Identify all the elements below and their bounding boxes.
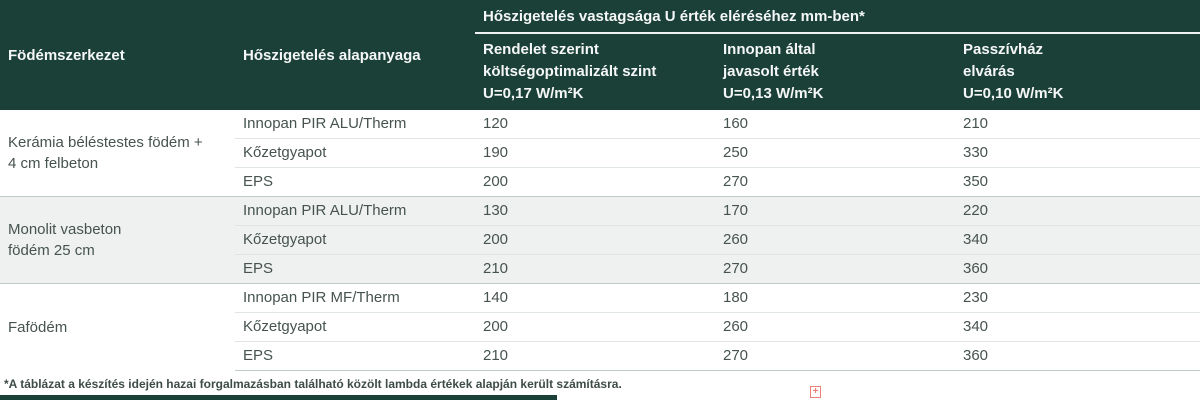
value-cell: 180	[715, 283, 955, 313]
table-row: Fafödém Innopan PIR MF/Therm 140 180 230	[0, 283, 1200, 371]
value-cell: 200	[475, 167, 715, 197]
material-cell: EPS	[235, 341, 475, 371]
table-row: Kőzetgyapot 200 260 340	[0, 312, 1200, 342]
table-row: Monolit vasbeton födém 25 cm Innopan PIR…	[0, 196, 1200, 284]
table-footnote: *A táblázat a készítés idején hazai forg…	[4, 377, 622, 391]
value-cell: 260	[715, 312, 955, 342]
value-cell: 250	[715, 138, 955, 168]
material-cell: Kőzetgyapot	[235, 138, 475, 168]
structure-cell-fafodem: Fafödém	[0, 283, 235, 371]
material-cell: EPS	[235, 254, 475, 284]
value-cell: 140	[475, 283, 715, 313]
table-row: EPS 210 270 360	[0, 341, 1200, 371]
value-cell: 210	[475, 254, 715, 284]
column-group-header-vastagsag: Hőszigetelés vastagsága U érték eléréséh…	[475, 0, 1200, 34]
value-cell: 170	[715, 196, 955, 226]
value-cell: 200	[475, 225, 715, 255]
value-cell: 120	[475, 110, 715, 139]
value-cell: 200	[475, 312, 715, 342]
material-cell: Kőzetgyapot	[235, 312, 475, 342]
column-header-fodemszerkezet: Födémszerkezet	[0, 0, 235, 110]
value-cell: 210	[475, 341, 715, 371]
table-row: EPS 200 270 350	[0, 167, 1200, 197]
value-cell: 190	[475, 138, 715, 168]
column-header-passzivhaz: Passzívház elvárás U=0,10 W/m²K	[955, 33, 1200, 110]
material-cell: Innopan PIR MF/Therm	[235, 283, 475, 313]
value-cell: 360	[955, 341, 1200, 371]
material-cell: EPS	[235, 167, 475, 197]
value-cell: 340	[955, 225, 1200, 255]
value-cell: 360	[955, 254, 1200, 284]
table-row: EPS 210 270 360	[0, 254, 1200, 284]
structure-cell-monolit: Monolit vasbeton födém 25 cm	[0, 196, 235, 284]
value-cell: 130	[475, 196, 715, 226]
table-row: Kőzetgyapot 190 250 330	[0, 138, 1200, 168]
structure-cell-keramia: Kerámia béléstestes födém + 4 cm felbeto…	[0, 110, 235, 197]
column-header-alapanyag: Hőszigetelés alapanyaga	[235, 0, 475, 110]
material-cell: Innopan PIR ALU/Therm	[235, 196, 475, 226]
value-cell: 220	[955, 196, 1200, 226]
table-header: Födémszerkezet Hőszigetelés alapanyaga H…	[0, 0, 1200, 110]
value-cell: 270	[715, 341, 955, 371]
material-cell: Kőzetgyapot	[235, 225, 475, 255]
table-row: Kőzetgyapot 200 260 340	[0, 225, 1200, 255]
value-cell: 350	[955, 167, 1200, 197]
insulation-thickness-table: Födémszerkezet Hőszigetelés alapanyaga H…	[0, 0, 1200, 371]
material-cell: Innopan PIR ALU/Therm	[235, 110, 475, 139]
value-cell: 270	[715, 254, 955, 284]
value-cell: 270	[715, 167, 955, 197]
value-cell: 340	[955, 312, 1200, 342]
broken-image-icon: +	[810, 386, 821, 398]
column-header-rendelet-szerint: Rendelet szerint költségoptimalizált szi…	[475, 33, 715, 110]
value-cell: 210	[955, 110, 1200, 139]
value-cell: 230	[955, 283, 1200, 313]
table-row: Kerámia béléstestes födém + 4 cm felbeto…	[0, 110, 1200, 197]
column-header-innopan-javasolt: Innopan által javasolt érték U=0,13 W/m²…	[715, 33, 955, 110]
value-cell: 330	[955, 138, 1200, 168]
bottom-partial-header-bar	[0, 395, 557, 400]
value-cell: 160	[715, 110, 955, 139]
value-cell: 260	[715, 225, 955, 255]
